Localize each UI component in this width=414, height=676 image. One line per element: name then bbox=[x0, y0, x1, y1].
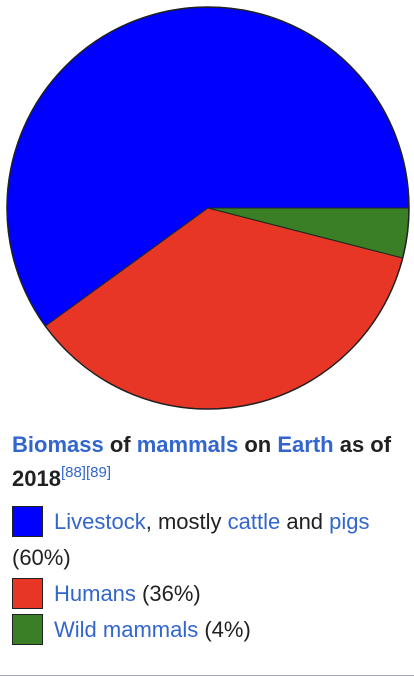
pigs-link[interactable]: pigs bbox=[329, 509, 370, 534]
chart-caption: Biomass of mammals on Earth as of 2018[8… bbox=[12, 428, 404, 648]
references: [88][89] bbox=[61, 464, 111, 481]
mammals-link[interactable]: mammals bbox=[136, 432, 239, 457]
earth-link[interactable]: Earth bbox=[277, 432, 334, 457]
wild-mammals-link[interactable]: Wild mammals bbox=[54, 617, 199, 642]
reference-89-link[interactable]: [89] bbox=[85, 464, 112, 481]
legend-item-livestock: Livestock, mostly cattle and pigs (60%) bbox=[12, 504, 404, 576]
legend-swatch-wild-mammals bbox=[12, 614, 43, 645]
caption-text-of: of bbox=[103, 432, 137, 457]
caption-text-year: as of 2018 bbox=[12, 432, 392, 491]
legend-item-wild-mammals: Wild mammals (4%) bbox=[12, 612, 404, 648]
caption-text-on: on bbox=[238, 432, 278, 457]
caption-title: Biomass of mammals on Earth as of 2018[8… bbox=[12, 428, 404, 496]
legend-item-humans: Humans (36%) bbox=[12, 576, 404, 612]
reference-88-link[interactable]: [88] bbox=[60, 464, 86, 481]
legend-swatch-livestock bbox=[12, 506, 43, 537]
legend-swatch-humans bbox=[12, 578, 43, 609]
livestock-link[interactable]: Livestock bbox=[54, 509, 146, 534]
pie-chart bbox=[6, 6, 410, 410]
legend-value-humans: (36%) bbox=[135, 581, 201, 606]
cattle-link[interactable]: cattle bbox=[227, 509, 281, 534]
biomass-link[interactable]: Biomass bbox=[12, 432, 104, 457]
pie-outline bbox=[6, 6, 410, 410]
chart-legend: Livestock, mostly cattle and pigs (60%) … bbox=[12, 504, 404, 648]
humans-link[interactable]: Humans bbox=[54, 581, 136, 606]
legend-value-wild-mammals: (4%) bbox=[198, 617, 251, 642]
legend-value-livestock: (60%) bbox=[12, 545, 71, 570]
legend-text: , mostly bbox=[145, 509, 228, 534]
legend-text: and bbox=[280, 509, 330, 534]
